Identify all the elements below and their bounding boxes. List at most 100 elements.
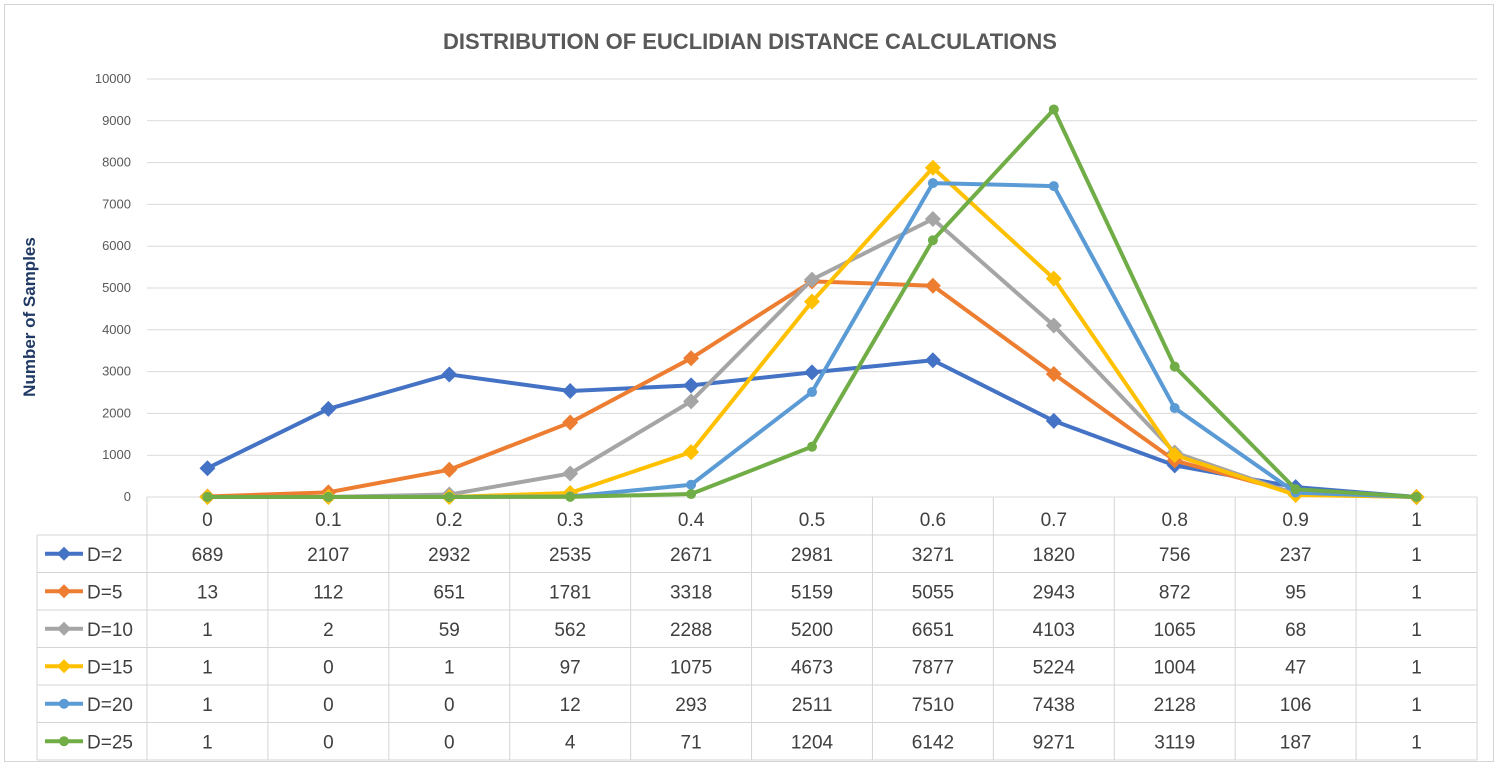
- legend-key-marker: [57, 584, 71, 599]
- data-point: [924, 159, 941, 176]
- y-tick-label: 3000: [102, 364, 131, 379]
- data-label: 1: [1411, 582, 1422, 603]
- data-point: [1045, 365, 1062, 382]
- data-label: 2107: [307, 545, 349, 566]
- data-label: 7877: [912, 657, 954, 678]
- data-point: [1048, 104, 1059, 115]
- chart-frame: DISTRIBUTION OF EUCLIDIAN DISTANCE CALCU…: [4, 4, 1494, 762]
- data-label: 1: [1411, 545, 1422, 566]
- y-tick-label: 10000: [95, 71, 131, 86]
- x-tick-label: 0.7: [1041, 510, 1067, 531]
- data-label: 2535: [549, 545, 591, 566]
- data-label: 106: [1280, 695, 1312, 716]
- legend-key-marker: [57, 546, 71, 561]
- data-label: 3271: [912, 545, 954, 566]
- data-label: 0: [323, 695, 334, 716]
- data-point: [441, 461, 458, 478]
- data-point: [1169, 361, 1180, 372]
- data-label: 4: [565, 732, 576, 753]
- data-label: 4103: [1033, 620, 1075, 641]
- x-tick-label: 0.1: [315, 510, 341, 531]
- data-label: 2511: [792, 695, 833, 716]
- data-label: 2671: [670, 545, 712, 566]
- data-label: 651: [433, 582, 465, 603]
- y-tick-label: 2000: [102, 405, 131, 420]
- y-axis-label: Number of Samples: [20, 237, 39, 397]
- y-tick-label: 6000: [102, 238, 131, 253]
- data-label: 1: [1411, 620, 1422, 641]
- data-point: [1169, 403, 1180, 414]
- y-tick-label: 4000: [102, 322, 131, 337]
- legend-key-marker: [59, 698, 69, 709]
- data-label: 237: [1280, 545, 1312, 566]
- data-label: 1: [202, 732, 213, 753]
- data-point: [320, 400, 337, 417]
- y-axis-ticks: 0 1000 2000 3000 4000 5000 6000 7000 8000 9000 100…: [95, 71, 131, 504]
- data-label: 2981: [791, 545, 833, 566]
- data-label: 12: [560, 695, 581, 716]
- data-point: [1045, 317, 1062, 334]
- series-label: D=5: [87, 582, 122, 603]
- data-label: 1781: [549, 582, 591, 603]
- legend-key-marker: [57, 659, 71, 674]
- legend-key-marker: [59, 736, 69, 747]
- data-point: [202, 491, 213, 502]
- line-chart: DISTRIBUTION OF EUCLIDIAN DISTANCE CALCU…: [20, 29, 1478, 761]
- y-tick-label: 0: [124, 489, 131, 504]
- series-label: D=10: [87, 620, 133, 641]
- y-tick-label: 9000: [102, 113, 131, 128]
- data-point: [323, 492, 334, 502]
- data-label: 13: [197, 582, 218, 603]
- data-point: [683, 377, 700, 394]
- x-tick-label: 0.6: [920, 510, 946, 531]
- data-point: [1045, 270, 1062, 287]
- data-label: 2932: [428, 545, 470, 566]
- x-tick-label: 1: [1411, 510, 1422, 531]
- series-lines: [199, 104, 1425, 505]
- data-label: 7438: [1033, 695, 1075, 716]
- data-point: [924, 277, 941, 294]
- data-point: [1290, 484, 1301, 495]
- data-label: 2288: [670, 620, 712, 641]
- y-tick-label: 7000: [102, 196, 131, 211]
- series-label: D=2: [87, 545, 122, 566]
- data-point: [927, 178, 938, 189]
- data-label: 71: [681, 732, 702, 753]
- data-label: 112: [313, 582, 343, 603]
- data-point: [686, 479, 697, 490]
- data-label: 6651: [912, 620, 954, 641]
- data-point: [924, 352, 941, 369]
- data-label: 1065: [1154, 620, 1196, 641]
- data-label: 1: [1411, 695, 1422, 716]
- data-label: 756: [1159, 545, 1191, 566]
- data-label: 4673: [791, 657, 833, 678]
- data-label: 5159: [791, 582, 833, 603]
- data-label: 68: [1285, 620, 1306, 641]
- data-label: 2943: [1033, 582, 1075, 603]
- x-tick-label: 0: [202, 510, 213, 531]
- data-label: 3318: [670, 582, 712, 603]
- data-label: 0: [444, 732, 455, 753]
- data-point: [927, 235, 938, 246]
- data-point: [683, 444, 700, 461]
- data-label: 1: [1411, 657, 1422, 678]
- x-tick-label: 0.9: [1282, 510, 1308, 531]
- data-point: [807, 387, 817, 398]
- y-tick-label: 1000: [102, 447, 131, 462]
- data-point: [683, 350, 700, 367]
- data-point: [1048, 181, 1059, 192]
- data-label: 1004: [1154, 657, 1197, 678]
- data-label: 7510: [912, 695, 954, 716]
- data-label: 97: [560, 657, 581, 678]
- data-label: 2: [323, 620, 334, 641]
- data-label: 0: [444, 695, 455, 716]
- x-tick-label: 0.2: [436, 510, 462, 531]
- data-label: 293: [675, 695, 707, 716]
- data-label: 1820: [1033, 545, 1075, 566]
- data-table: 0 0.1 0.2 0.3 0.4 0.5 0.6 0.7 0.8 0.9 1 D=2 689 2107 2…: [36, 497, 1478, 761]
- data-label: 0: [323, 732, 334, 753]
- chart-title: DISTRIBUTION OF EUCLIDIAN DISTANCE CALCU…: [443, 29, 1057, 54]
- data-label: 47: [1285, 657, 1306, 678]
- data-point: [804, 271, 820, 288]
- data-label: 872: [1159, 582, 1191, 603]
